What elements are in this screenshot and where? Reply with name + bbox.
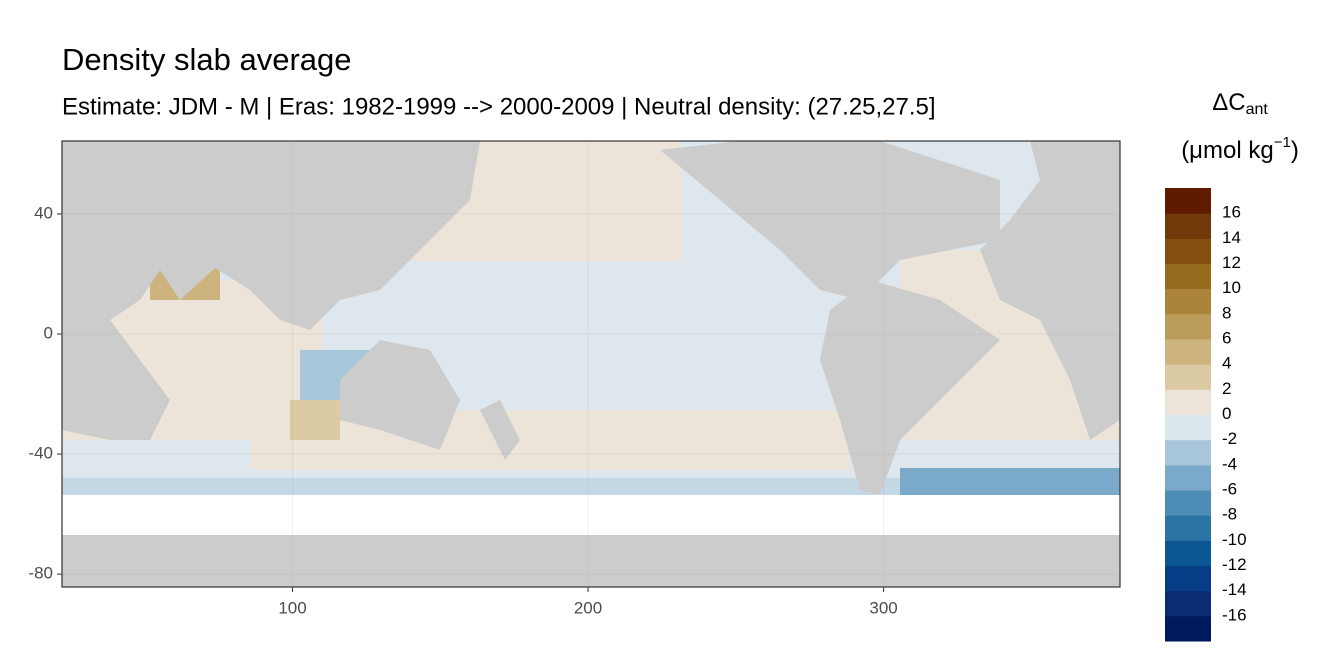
legend-swatch xyxy=(1165,313,1211,340)
legend-label: -16 xyxy=(1222,605,1247,624)
legend-swatch xyxy=(1165,364,1211,390)
y-tick-label: -40 xyxy=(28,444,53,463)
legend-label: 12 xyxy=(1222,253,1241,272)
legend-swatch xyxy=(1165,288,1211,315)
map xyxy=(62,141,1120,587)
legend-swatch xyxy=(1165,389,1211,415)
legend-swatch xyxy=(1165,414,1211,441)
legend-label: -12 xyxy=(1222,555,1247,574)
x-tick-label: 200 xyxy=(574,598,602,617)
legend-swatch xyxy=(1165,238,1211,264)
land xyxy=(660,141,1000,300)
y-tick-label: 0 xyxy=(44,323,53,342)
legend-label: -2 xyxy=(1222,429,1237,448)
legend-label: 16 xyxy=(1222,203,1241,222)
legend-label: -14 xyxy=(1222,580,1247,599)
legend-title: ΔCant xyxy=(1212,89,1268,118)
legend-swatch xyxy=(1165,515,1211,541)
region-neg xyxy=(900,468,1120,498)
legend-label: -10 xyxy=(1222,530,1247,549)
legend-label: -8 xyxy=(1222,505,1237,524)
legend-swatch xyxy=(1165,464,1211,491)
legend-swatch xyxy=(1165,439,1211,466)
legend-swatch xyxy=(1165,263,1211,290)
legend-label: 14 xyxy=(1222,228,1241,247)
legend-swatch xyxy=(1165,213,1211,239)
land xyxy=(62,141,480,440)
legend-unit: (μmol kg−1) xyxy=(1181,134,1299,164)
legend-swatch xyxy=(1165,490,1211,516)
y-tick-label: -80 xyxy=(28,564,53,583)
legend-swatch xyxy=(1165,615,1211,642)
x-tick-label: 300 xyxy=(869,598,897,617)
legend-label: -6 xyxy=(1222,479,1237,498)
x-tick-label: 100 xyxy=(278,598,306,617)
legend-label: 10 xyxy=(1222,278,1241,297)
land xyxy=(480,400,520,460)
antarctica xyxy=(62,535,1120,587)
chart-subtitle: Estimate: JDM - M | Eras: 1982-1999 --> … xyxy=(62,93,936,120)
legend-swatch xyxy=(1165,540,1211,566)
sea-ice xyxy=(62,495,1120,535)
legend-swatch xyxy=(1165,188,1211,214)
legend-swatch xyxy=(1165,590,1211,617)
panel-border xyxy=(61,140,1121,588)
legend-label: -4 xyxy=(1222,454,1237,473)
legend-label: 4 xyxy=(1222,354,1231,373)
y-tick-label: 40 xyxy=(34,203,53,222)
land xyxy=(340,340,460,450)
legend-swatch xyxy=(1165,565,1211,592)
region-pos xyxy=(290,400,340,440)
legend-label: 2 xyxy=(1222,379,1231,398)
legend-label: 8 xyxy=(1222,303,1231,322)
legend-label: 0 xyxy=(1222,404,1231,423)
land xyxy=(820,280,1000,495)
legend-swatch xyxy=(1165,339,1211,365)
chart-title: Density slab average xyxy=(62,42,352,77)
legend-label: 6 xyxy=(1222,328,1231,347)
land xyxy=(980,141,1120,440)
